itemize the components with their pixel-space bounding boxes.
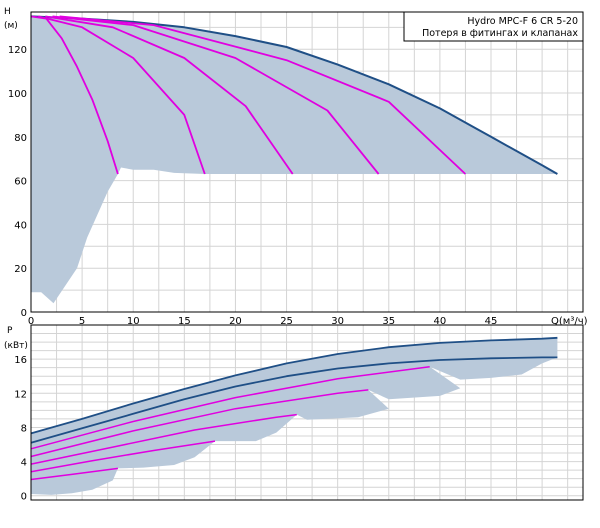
x-tick-label: 0: [28, 316, 34, 327]
flow-axis-label: Q(м³/ч): [551, 316, 588, 327]
power-pump-curve: [30, 413, 297, 465]
x-tick-label: 30: [331, 316, 344, 327]
head-envelope-curve: [30, 15, 558, 175]
power-axis-unit: (кВт): [4, 341, 28, 351]
y-tick-label: 16: [14, 355, 27, 366]
y-tick-label: 60: [14, 177, 27, 188]
x-tick-label: 15: [178, 316, 191, 327]
power-pump-curve: [30, 467, 118, 481]
y-tick-label: 120: [8, 45, 27, 56]
head-band-area: [31, 16, 558, 304]
x-tick-label: 25: [280, 316, 293, 327]
power-pump-curve: [30, 366, 430, 450]
head-chart-x-ticks: 0 5 10 15 20 25 30 35 40 45: [28, 316, 498, 327]
y-tick-label: 40: [14, 220, 27, 231]
legend-title: Hydro MPC-F 6 CR 5-20: [467, 16, 578, 27]
power-chart-y-ticks: 0 4 8 12 16: [14, 355, 27, 503]
power-chart-panel: 0 4 8 12 16 P (кВт): [4, 324, 584, 503]
head-axis-symbol: H: [4, 7, 11, 17]
head-chart-y-ticks: 0 20 40 60 80 100 120: [8, 45, 27, 319]
x-tick-label: 10: [127, 316, 140, 327]
legend-frame: [403, 11, 584, 42]
y-tick-label: 100: [8, 89, 27, 100]
x-tick-label: 35: [382, 316, 395, 327]
power-band-area: [31, 337, 558, 495]
y-tick-label: 4: [21, 458, 27, 469]
y-tick-label: 12: [14, 389, 27, 400]
x-tick-label: 45: [485, 316, 498, 327]
y-tick-label: 20: [14, 264, 27, 275]
power-operating-band: [31, 337, 558, 495]
power-envelope-curve: [30, 356, 558, 444]
head-curves: [30, 15, 558, 175]
head-pump-curve: [45, 15, 294, 175]
y-tick-label: 0: [21, 308, 27, 319]
x-tick-label: 20: [229, 316, 242, 327]
y-tick-label: 0: [21, 492, 27, 503]
power-curves: [30, 336, 558, 481]
head-operating-band: [31, 16, 558, 304]
power-pump-curve: [30, 440, 216, 473]
head-pump-curve: [59, 15, 467, 175]
head-axis-unit: (м): [4, 21, 18, 31]
legend-subtitle: Потеря в фитингах и клапанах: [422, 28, 578, 39]
power-pump-curve: [30, 389, 369, 458]
x-tick-label: 5: [79, 316, 85, 327]
head-chart-frame: [30, 11, 584, 313]
head-pump-curve: [52, 15, 380, 175]
power-envelope-curve: [30, 336, 558, 435]
power-chart-frame: [30, 324, 584, 501]
legend-box: Hydro MPC-F 6 CR 5-20 Потеря в фитингах …: [403, 11, 584, 42]
x-tick-label: 40: [434, 316, 447, 327]
y-tick-label: 8: [21, 423, 27, 434]
power-axis-symbol: P: [7, 326, 13, 336]
head-chart-panel: 0 5 10 15 20 25 30 35 40 45 0 20 40 60 80 100 120 H (м)…: [4, 7, 588, 327]
head-pump-curve: [37, 15, 206, 175]
y-tick-label: 80: [14, 133, 27, 144]
